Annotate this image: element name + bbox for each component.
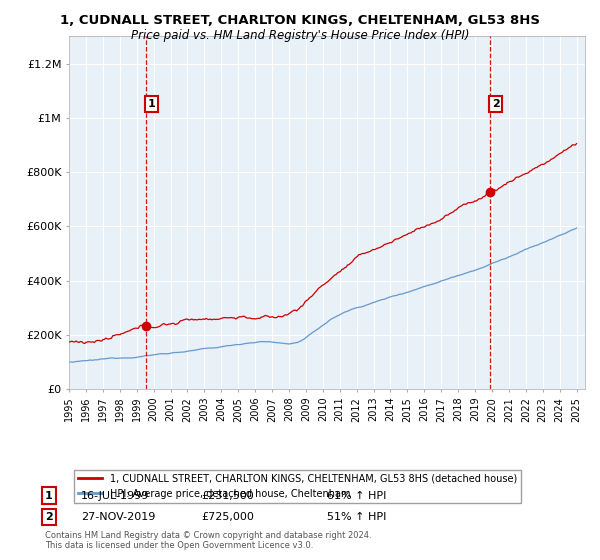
Text: 1, CUDNALL STREET, CHARLTON KINGS, CHELTENHAM, GL53 8HS: 1, CUDNALL STREET, CHARLTON KINGS, CHELT… xyxy=(60,14,540,27)
Text: 27-NOV-2019: 27-NOV-2019 xyxy=(81,512,155,522)
Text: Contains HM Land Registry data © Crown copyright and database right 2024.
This d: Contains HM Land Registry data © Crown c… xyxy=(45,530,371,550)
Text: £231,500: £231,500 xyxy=(201,491,254,501)
Text: 16-JUL-1999: 16-JUL-1999 xyxy=(81,491,149,501)
Text: 51% ↑ HPI: 51% ↑ HPI xyxy=(327,512,386,522)
Text: 1: 1 xyxy=(45,491,53,501)
Legend: 1, CUDNALL STREET, CHARLTON KINGS, CHELTENHAM, GL53 8HS (detached house), HPI: A: 1, CUDNALL STREET, CHARLTON KINGS, CHELT… xyxy=(74,470,521,502)
Text: 2: 2 xyxy=(492,99,500,109)
Text: 1: 1 xyxy=(148,99,155,109)
Text: £725,000: £725,000 xyxy=(201,512,254,522)
Text: 61% ↑ HPI: 61% ↑ HPI xyxy=(327,491,386,501)
Text: Price paid vs. HM Land Registry's House Price Index (HPI): Price paid vs. HM Land Registry's House … xyxy=(131,29,469,42)
Text: 2: 2 xyxy=(45,512,53,522)
